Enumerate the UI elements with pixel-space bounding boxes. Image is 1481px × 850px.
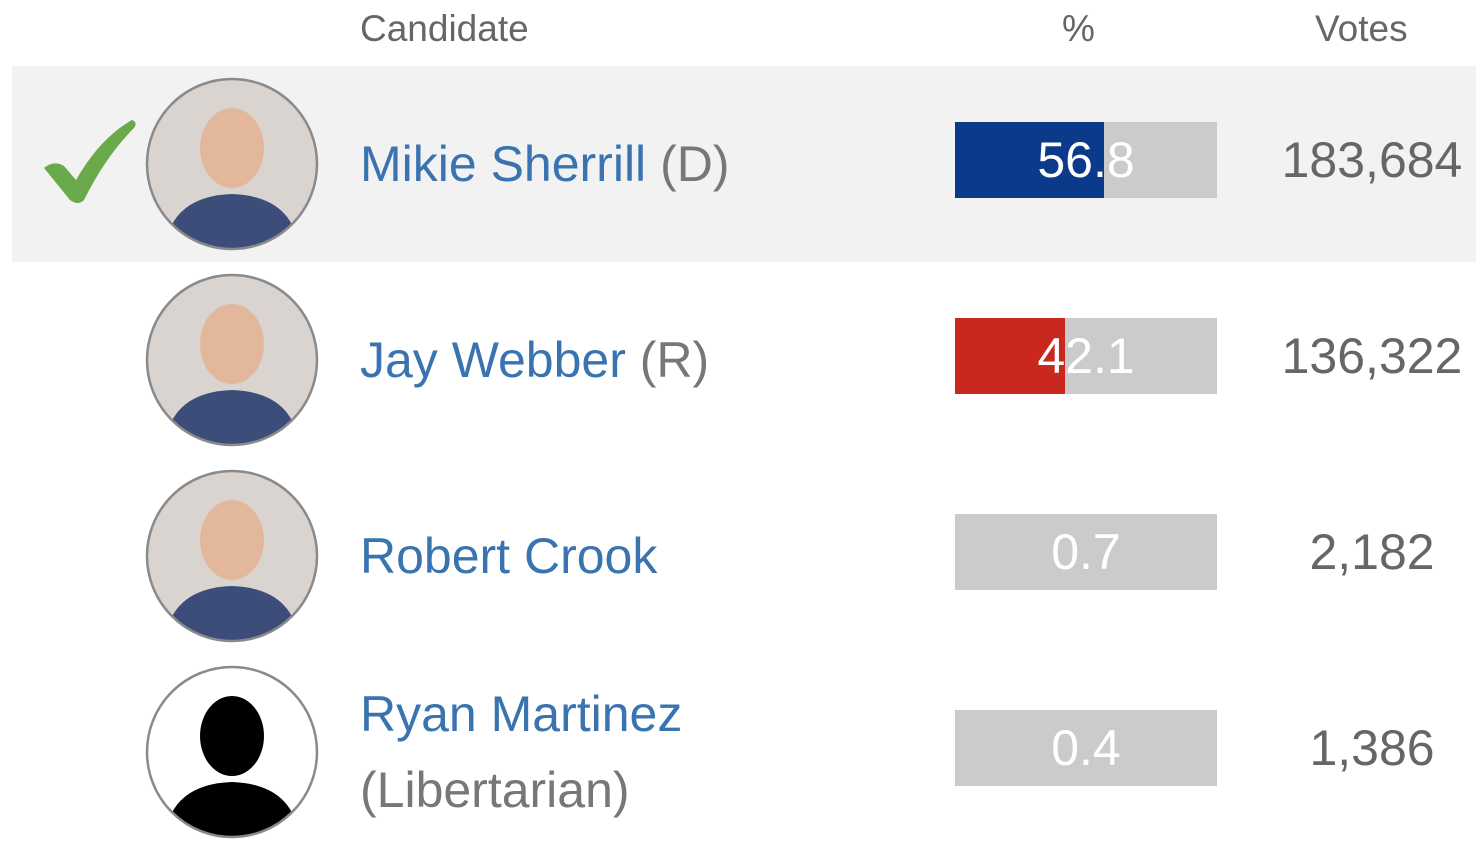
percent-bar: 0.4 — [955, 710, 1217, 786]
vote-count: 183,684 — [1252, 122, 1481, 198]
candidate-photo — [144, 664, 320, 845]
winner-check — [40, 116, 140, 211]
vote-count: 2,182 — [1252, 514, 1481, 590]
percent-label: 0.7 — [955, 514, 1217, 590]
candidate-photo — [144, 76, 320, 257]
candidate-name: Ryan Martinez — [360, 686, 682, 742]
candidate-photo — [144, 468, 320, 649]
candidate-party: (R) — [640, 332, 709, 388]
candidate-name: Jay Webber — [360, 332, 626, 388]
candidate-name-cell: Jay Webber (R) — [360, 322, 920, 398]
candidate-party: (Libertarian) — [360, 762, 630, 818]
percent-label: 0.4 — [955, 710, 1217, 786]
header-percent: % — [1062, 8, 1095, 50]
candidate-photo — [144, 272, 320, 453]
candidate-party: (D) — [660, 136, 729, 192]
percent-bar: 56.8 — [955, 122, 1217, 198]
candidate-name-cell: Ryan Martinez (Libertarian) — [360, 676, 920, 828]
results-page: Candidate % Votes Mikie Sherrill (D) 56.8… — [0, 0, 1481, 834]
candidate-name-cell: Mikie Sherrill (D) — [360, 126, 920, 202]
header-candidate: Candidate — [360, 8, 529, 50]
vote-count: 136,322 — [1252, 318, 1481, 394]
percent-bar: 0.7 — [955, 514, 1217, 590]
percent-bar: 42.1 — [955, 318, 1217, 394]
percent-label: 42.1 — [955, 318, 1217, 394]
vote-count: 1,386 — [1252, 710, 1481, 786]
header-votes: Votes — [1315, 8, 1408, 50]
percent-label: 56.8 — [955, 122, 1217, 198]
candidate-name: Mikie Sherrill — [360, 136, 646, 192]
candidate-name-cell: Robert Crook — [360, 518, 920, 594]
candidate-name: Robert Crook — [360, 528, 657, 584]
